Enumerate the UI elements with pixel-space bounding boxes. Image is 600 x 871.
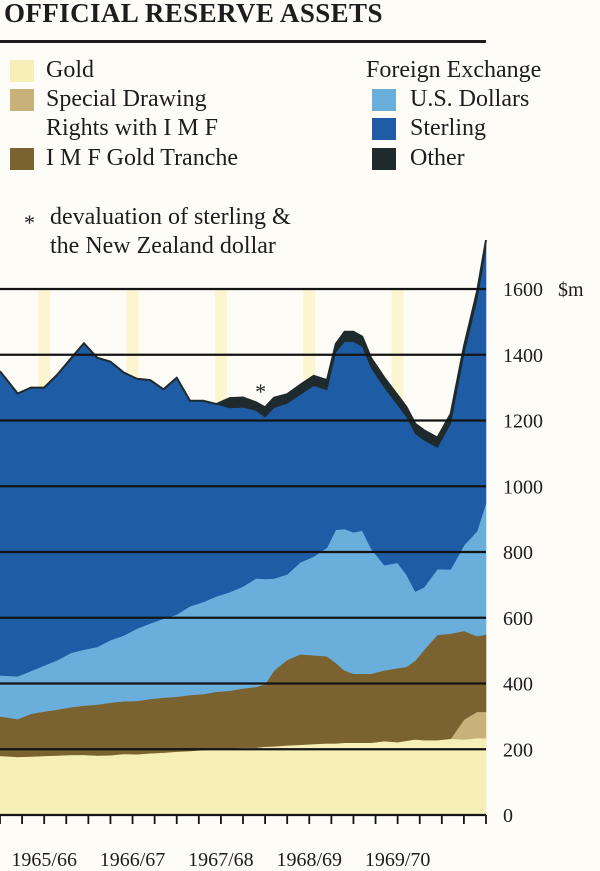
legend-swatch-other (372, 148, 396, 170)
legend-label-tranche: I M F Gold Tranche (46, 145, 239, 171)
series-other-outline (0, 239, 487, 439)
y-tick-label: 1200 (503, 411, 543, 433)
x-tick-label: 1968/69 (276, 849, 342, 871)
y-tick-label: 0 (503, 805, 513, 827)
legend-label-sterling: Sterling (410, 115, 486, 141)
legend-label-sdr-line2: Rights with I M F (46, 115, 219, 141)
annotation-marker: * (24, 210, 35, 235)
annotation-line-1: devaluation of sterling & (50, 204, 291, 230)
legend-swatch-tranche (10, 148, 34, 170)
y-tick-label: 200 (503, 739, 533, 761)
y-tick-label: 800 (503, 542, 533, 564)
y-tick-label: 1400 (503, 345, 543, 367)
y-tick-label: 1600 (503, 279, 543, 301)
x-tick-label: 1965/66 (11, 849, 77, 871)
legend-swatch-sterling (372, 118, 396, 140)
legend-swatch-sdr (10, 89, 34, 111)
legend-label-other: Other (410, 145, 465, 171)
y-tick-label: 400 (503, 674, 533, 696)
x-tick-label: 1966/67 (100, 849, 166, 871)
legend-label-usd: U.S. Dollars (410, 86, 530, 112)
y-tick-label: 600 (503, 608, 533, 630)
x-tick-label: 1969/70 (365, 849, 431, 871)
legend-swatch-usd (372, 89, 396, 111)
legend-swatch-gold (10, 60, 34, 82)
title-rule (0, 40, 486, 43)
devaluation-marker: * (255, 379, 266, 404)
y-tick-label: 1000 (503, 476, 543, 498)
x-tick-label: 1967/68 (188, 849, 254, 871)
legend-header-foreign-exchange: Foreign Exchange (366, 57, 542, 83)
annotation-line-2: the New Zealand dollar (50, 233, 276, 259)
chart-title: OFFICIAL RESERVE ASSETS (4, 0, 383, 28)
y-unit-label: $m (558, 279, 584, 301)
legend-label-gold: Gold (46, 57, 94, 83)
legend-label-sdr-line1: Special Drawing (46, 86, 207, 112)
